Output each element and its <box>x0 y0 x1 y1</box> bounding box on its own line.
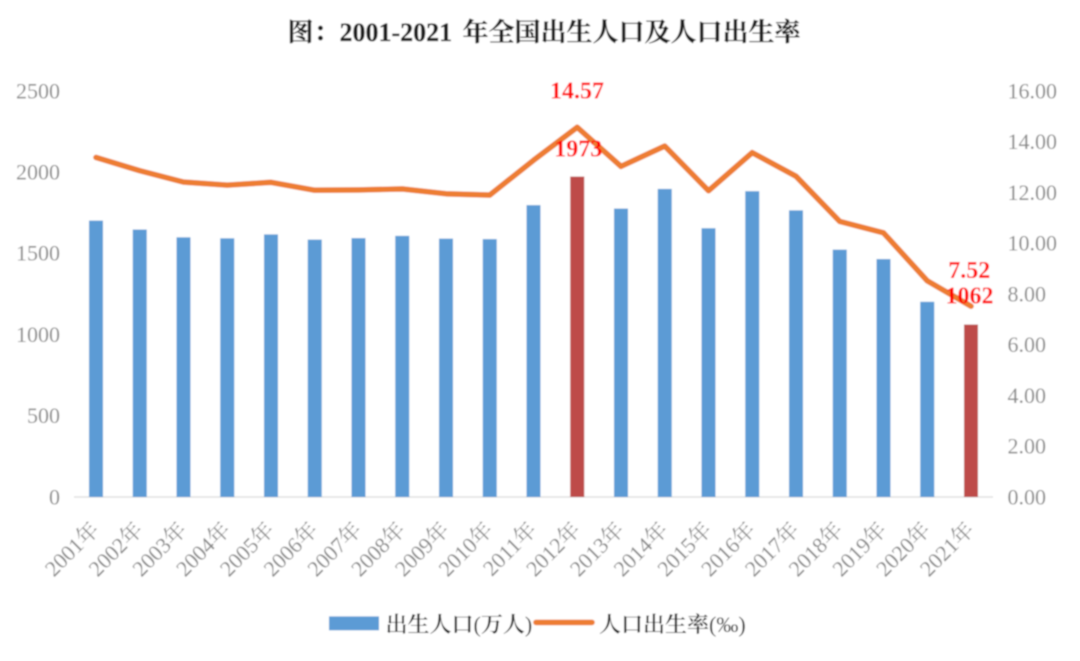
svg-text:8.00: 8.00 <box>1008 281 1047 306</box>
svg-text:2.00: 2.00 <box>1008 434 1047 459</box>
svg-text:12.00: 12.00 <box>1008 180 1058 205</box>
svg-text:2001-2021: 2001-2021 <box>340 18 453 47</box>
svg-text:6.00: 6.00 <box>1008 332 1047 357</box>
svg-text:1973: 1973 <box>554 136 602 162</box>
svg-text:0.00: 0.00 <box>1008 484 1047 509</box>
svg-text:14.57: 14.57 <box>550 78 604 104</box>
svg-text:1000: 1000 <box>16 322 60 347</box>
svg-text:16.00: 16.00 <box>1008 78 1058 103</box>
svg-text:7.52: 7.52 <box>948 258 990 284</box>
svg-text:500: 500 <box>27 403 60 428</box>
svg-text:2500: 2500 <box>16 78 60 103</box>
svg-text:(‰): (‰) <box>709 612 746 637</box>
svg-text:2000: 2000 <box>16 160 60 185</box>
svg-text:4.00: 4.00 <box>1008 383 1047 408</box>
svg-text:14.00: 14.00 <box>1008 129 1058 154</box>
svg-text:1500: 1500 <box>16 241 60 266</box>
svg-text:): ) <box>525 612 532 637</box>
svg-text:10.00: 10.00 <box>1008 231 1058 256</box>
svg-text:(: ( <box>474 612 481 637</box>
svg-text:0: 0 <box>49 484 60 509</box>
svg-text:1062: 1062 <box>946 284 994 310</box>
